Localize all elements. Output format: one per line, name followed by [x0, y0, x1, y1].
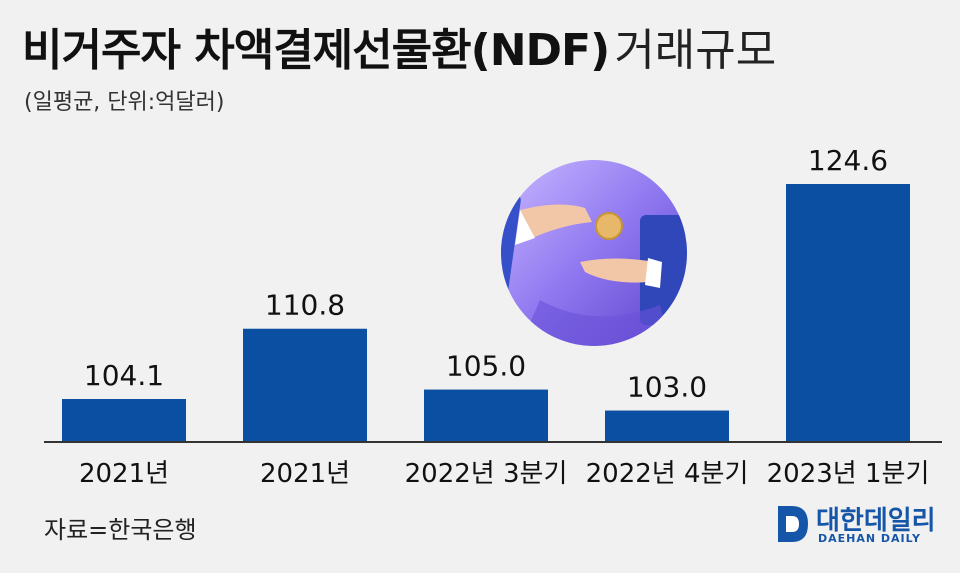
- bar-1: [62, 399, 186, 442]
- x-tick-label-1: 2021년: [79, 459, 169, 489]
- chart-subtitle: (일평균, 단위:억달러): [24, 90, 225, 115]
- bar-5: [786, 184, 910, 442]
- source-note: 자료=한국은행: [44, 516, 197, 544]
- bar-value-label-3: 105.0: [446, 350, 526, 383]
- coin-icon: [595, 212, 623, 240]
- bar-value-label-1: 104.1: [84, 359, 164, 392]
- x-tick-label-2: 2021년: [260, 459, 350, 489]
- hand-passing-coin-illustration: [501, 160, 687, 346]
- bar-value-label-4: 103.0: [627, 371, 707, 404]
- x-tick-label-5: 2023년 1분기: [767, 459, 930, 489]
- logo-korean-text: 대한데일리: [816, 506, 936, 536]
- logo-english-text: DAEHAN DAILY: [818, 532, 921, 545]
- chart-title-light: 거래규모: [614, 25, 777, 76]
- bar-value-label-5: 124.6: [808, 144, 888, 177]
- bar-2: [243, 328, 367, 442]
- tick-labels-group: 2021년 2021년 2022년 3분기 2022년 4분기 2023년 1분기: [79, 459, 929, 489]
- x-tick-label-4: 2022년 4분기: [586, 459, 749, 489]
- bar-3: [424, 389, 548, 442]
- daehan-logo-icon: [778, 506, 808, 542]
- bar-value-label-2: 110.8: [265, 289, 345, 322]
- bars-group: [62, 184, 910, 442]
- publisher-logo: 대한데일리 DAEHAN DAILY: [776, 500, 946, 548]
- chart-title: 비거주자 차액결제선물환(NDF) 거래규모: [22, 14, 776, 78]
- value-labels-group: 104.1 110.8 105.0 103.0 124.6: [84, 144, 888, 404]
- x-tick-label-3: 2022년 3분기: [405, 459, 568, 489]
- bar-4: [605, 410, 729, 442]
- chart-title-bold: 비거주자 차액결제선물환(NDF): [22, 25, 610, 76]
